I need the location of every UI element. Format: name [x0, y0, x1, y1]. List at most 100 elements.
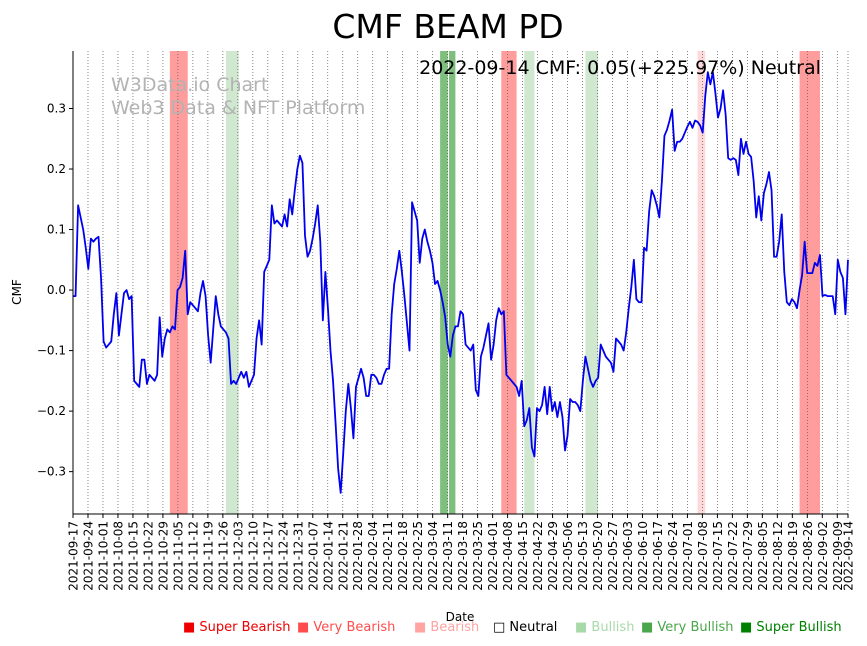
watermark-line-1: W3Data.io Chart: [111, 74, 268, 96]
x-tick-label: 2022-09-14: [842, 521, 856, 591]
legend-swatch: ■: [641, 620, 658, 635]
legend-swatch: ■: [297, 620, 314, 635]
legend-label: Bearish: [430, 620, 480, 635]
x-tick-label: 2022-04-08: [501, 521, 515, 591]
x-tick-label: 2022-05-06: [561, 521, 575, 591]
x-tick-label: 2022-01-28: [351, 521, 365, 591]
x-tick-label: 2022-07-29: [741, 521, 755, 591]
x-tick-label: 2022-09-02: [816, 521, 830, 591]
legend-item-bullish: ■ Bullish: [575, 620, 634, 635]
x-tick-label: 2022-08-12: [771, 521, 785, 591]
y-tick-label: −0.3: [37, 465, 66, 479]
x-tick-label: 2022-01-07: [306, 521, 320, 591]
signal-band-bullish: [585, 51, 599, 514]
legend-item-super-bearish: ■ Super Bearish: [183, 620, 291, 635]
x-axis-label: Date: [446, 610, 475, 624]
x-tick-label: 2021-10-29: [156, 521, 170, 591]
x-tick-label: 2022-01-21: [336, 521, 350, 591]
legend-swatch: ■: [740, 620, 757, 635]
watermark-line-2: Web3 Data & NFT Platform: [111, 97, 365, 119]
x-tick-label: 2022-07-22: [726, 521, 740, 591]
y-tick-label: 0.2: [47, 162, 66, 176]
legend-item-very-bearish: ■ Very Bearish: [297, 620, 395, 635]
x-tick-label: 2021-09-24: [81, 521, 95, 591]
x-tick-label: 2021-12-24: [276, 521, 290, 591]
legend-label: Bullish: [591, 620, 635, 635]
y-tick-label: 0.1: [47, 223, 66, 237]
chart-annotation: 2022-09-14 CMF: 0.05(+225.97%) Neutral: [419, 57, 821, 79]
x-tick-label: 2022-04-01: [486, 521, 500, 591]
x-tick-label: 2022-07-01: [681, 521, 695, 591]
signal-band-very-bearish: [501, 51, 517, 514]
x-tick-label: 2021-12-03: [231, 521, 245, 591]
y-axis-label: CMF: [10, 279, 24, 305]
x-tick-label: 2022-02-11: [381, 521, 395, 591]
legend-item-neutral: □ Neutral: [493, 620, 557, 635]
y-axis-ticks: −0.3 −0.2 −0.1 0.0 0.1 0.2 0.3: [37, 101, 73, 479]
legend-label: Super Bearish: [199, 620, 291, 635]
x-tick-label: 2022-06-03: [621, 521, 635, 591]
legend-item-super-bullish: ■ Super Bullish: [740, 620, 842, 635]
x-tick-label: 2022-07-15: [711, 521, 725, 591]
x-tick-label: 2022-01-14: [321, 521, 335, 591]
x-tick-label: 2022-04-15: [516, 521, 530, 591]
signal-band-bullish: [225, 51, 239, 514]
x-tick-label: 2021-12-17: [261, 521, 275, 591]
x-tick-label: 2022-03-11: [441, 521, 455, 591]
chart-title: CMF BEAM PD: [332, 7, 563, 46]
x-tick-label: 2022-03-25: [471, 521, 485, 591]
x-tick-label: 2022-07-08: [696, 521, 710, 591]
legend-label: Very Bullish: [657, 620, 734, 635]
signal-band-bullish: [524, 51, 535, 514]
signal-band-very-bearish: [799, 51, 820, 514]
x-tick-label: 2021-12-31: [291, 521, 305, 591]
x-tick-label: 2022-02-25: [411, 521, 425, 591]
signal-band-very-bearish: [169, 51, 188, 514]
x-tick-label: 2021-10-22: [141, 521, 155, 591]
x-tick-label: 2022-08-19: [786, 521, 800, 591]
y-tick-label: 0.3: [47, 101, 66, 115]
signal-band-very-bullish: [440, 51, 448, 514]
x-tick-label: 2022-04-22: [531, 521, 545, 591]
cmf-series-line: [73, 71, 849, 494]
legend-label: Neutral: [509, 620, 558, 635]
x-tick-label: 2021-11-05: [171, 521, 185, 591]
axes: [72, 51, 848, 515]
legend-item-very-bullish: ■ Very Bullish: [641, 620, 733, 635]
x-tick-label: 2022-05-27: [606, 521, 620, 591]
x-tick-label: 2022-06-24: [666, 521, 680, 591]
x-tick-label: 2021-12-10: [246, 521, 260, 591]
y-tick-label: −0.2: [37, 404, 66, 418]
legend-swatch: ■: [183, 620, 200, 635]
x-tick-label: 2022-05-20: [591, 521, 605, 591]
y-tick-label: −0.1: [37, 344, 66, 358]
x-tick-label: 2021-09-17: [67, 521, 81, 591]
x-tick-label: 2022-06-17: [651, 521, 665, 591]
legend-swatch: □: [493, 620, 510, 635]
watermark: W3Data.io Chart Web3 Data & NFT Platform: [111, 74, 365, 119]
x-tick-label: 2022-08-05: [756, 521, 770, 591]
x-tick-label: 2022-02-18: [396, 521, 410, 591]
signal-bands: [169, 51, 820, 514]
legend-swatch: ■: [414, 620, 431, 635]
legend-label: Super Bullish: [756, 620, 842, 635]
x-tick-label: 2021-10-08: [111, 521, 125, 591]
x-tick-label: 2022-05-13: [576, 521, 590, 591]
legend-swatch: ■: [575, 620, 592, 635]
x-tick-label: 2022-03-04: [426, 521, 440, 591]
x-tick-label: 2021-11-12: [186, 521, 200, 591]
x-tick-label: 2022-02-04: [366, 521, 380, 591]
x-tick-label: 2022-03-18: [456, 521, 470, 591]
legend-item-bearish: ■ Bearish: [414, 620, 479, 635]
x-tick-label: 2022-08-26: [801, 521, 815, 591]
x-axis-ticks: 2021-09-17 2021-09-24 2021-10-01 2021-10-08…: [67, 514, 856, 591]
x-tick-label: 2021-10-01: [96, 521, 110, 591]
signal-band-very-bullish: [449, 51, 456, 514]
x-tick-label: 2022-04-29: [546, 521, 560, 591]
x-tick-label: 2021-10-15: [126, 521, 140, 591]
x-tick-label: 2021-11-26: [216, 521, 230, 591]
x-tick-label: 2021-11-19: [201, 521, 215, 591]
signal-legend: ■ Super Bearish ■ Very Bearish ■ Bearish □ …: [0, 620, 867, 638]
x-tick-label: 2022-09-09: [831, 521, 845, 591]
